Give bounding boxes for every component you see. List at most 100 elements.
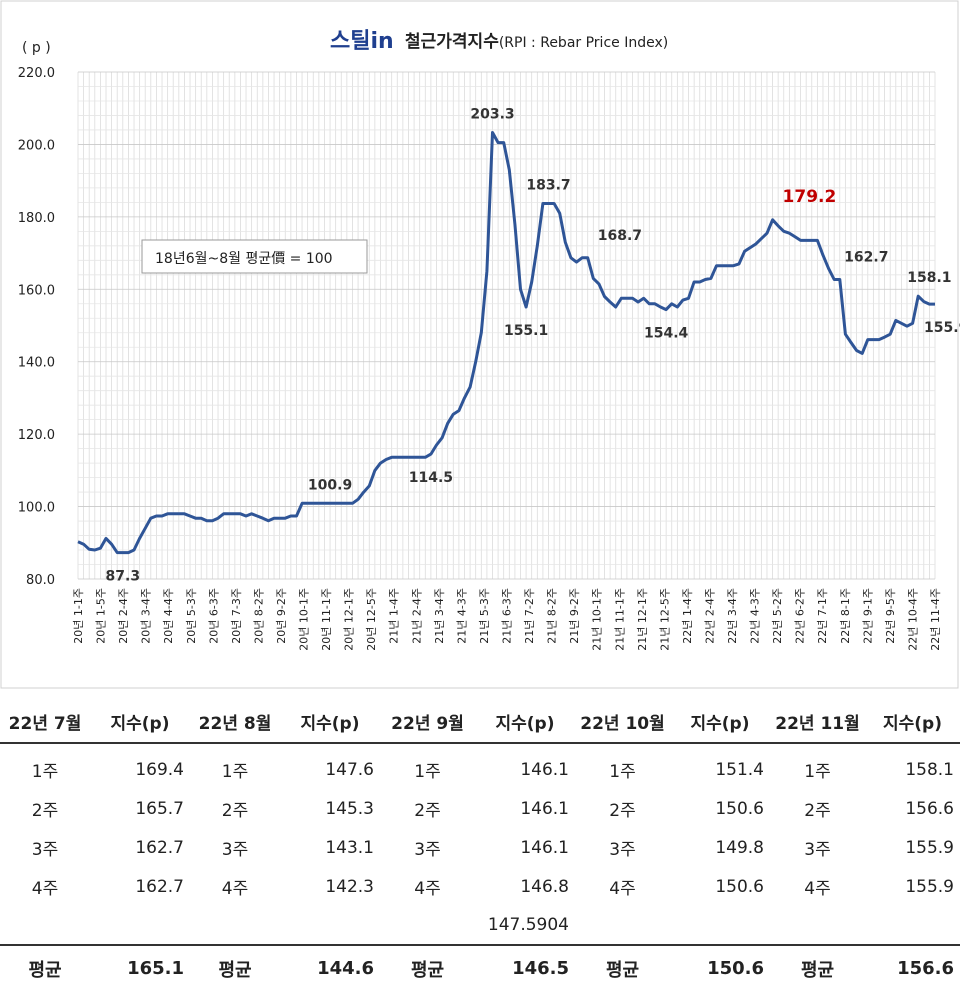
week-cell: 3주 — [31, 840, 59, 860]
month-header: 22년 11월 — [770, 700, 865, 744]
y-tick-label: 220.0 — [18, 66, 55, 81]
value-cell: 165.7 — [135, 798, 184, 819]
average-value: 150.6 — [670, 944, 770, 991]
value-cell: 146.8 — [520, 876, 569, 897]
average-row: 평균 165.1 평균 144.6 평균 146.5 평균 150.6 평균 1… — [0, 944, 960, 991]
empty-cell — [280, 906, 380, 945]
month-header: 22년 7월 — [0, 700, 90, 744]
chart-border — [0, 0, 959, 689]
x-tick-label: 20년 1-1주 — [72, 588, 85, 644]
x-tick-label: 22년 9-1주 — [861, 588, 874, 644]
average-value: 156.6 — [865, 944, 960, 991]
x-tick-label: 22년 7-1주 — [816, 588, 829, 644]
month-header: 22년 9월 — [380, 700, 475, 744]
x-axis-ticks: 20년 1-1주 20년 1-5주 20년 2-4주 20년 3-4주 20년 4-4주… — [72, 588, 942, 651]
month-header: 22년 8월 — [190, 700, 280, 744]
x-tick-label: 22년 5-2주 — [771, 588, 784, 644]
x-tick-label: 20년 8-2주 — [252, 588, 265, 644]
value-cell: 150.6 — [715, 876, 764, 897]
data-label: 155.1 — [504, 323, 548, 339]
x-tick-label: 20년 1-5주 — [95, 588, 108, 644]
x-tick-label: 21년 12-1주 — [636, 588, 649, 651]
value-cell: 150.6 — [715, 798, 764, 819]
y-axis-ticks: 80.0 100.0 120.0 140.0 160.0 180.0 200.0 220.0 — [18, 66, 55, 588]
y-tick-label: 80.0 — [26, 573, 55, 588]
week-cell: 4주 — [31, 879, 59, 899]
chart-canvas: 스틸in 철근가격지수(RPI : Rebar Price Index) ( p… — [0, 0, 960, 689]
week-cell: 2주 — [31, 801, 59, 821]
y-tick-label: 140.0 — [18, 356, 55, 371]
rebar-price-chart: 스틸in 철근가격지수(RPI : Rebar Price Index) ( p… — [0, 0, 960, 689]
x-tick-label: 21년 2-4주 — [410, 588, 423, 644]
data-label: 87.3 — [106, 569, 141, 585]
x-tick-label: 21년 7-2주 — [523, 588, 536, 644]
x-tick-label: 22년 4-3주 — [749, 588, 762, 644]
data-label: 100.9 — [308, 477, 352, 493]
average-label: 평균 — [0, 944, 90, 991]
week-cell: 3주 — [804, 840, 831, 860]
week-cell: 3주 — [221, 840, 249, 860]
y-tick-label: 120.0 — [18, 428, 55, 443]
index-table: 22년 7월 지수(p) 22년 8월 지수(p) 22년 9월 지수(p) 2… — [0, 700, 960, 991]
data-label: 179.2 — [783, 187, 837, 207]
week-cell: 4주 — [609, 879, 636, 899]
data-label: 183.7 — [526, 177, 570, 193]
data-label: 114.5 — [409, 470, 453, 486]
average-value: 144.6 — [280, 944, 380, 991]
data-label: 154.4 — [644, 326, 689, 342]
x-tick-label: 20년 6-3주 — [207, 588, 220, 644]
series-line — [77, 131, 935, 555]
value-cell: 146.1 — [520, 837, 569, 858]
data-label: 162.7 — [844, 250, 888, 266]
x-tick-label: 22년 11-4주 — [929, 588, 942, 651]
value-cell: 156.6 — [905, 798, 954, 819]
month-header: 22년 10월 — [575, 700, 670, 744]
x-tick-label: 21년 3-4주 — [433, 588, 446, 644]
table-row: 1주 169.4 1주 147.6 1주 146.1 1주 151.4 1주 1… — [0, 743, 960, 789]
week-cell: 2주 — [609, 801, 636, 821]
y-tick-label: 100.0 — [18, 501, 55, 516]
average-label: 평균 — [575, 944, 670, 991]
week-cell: 4주 — [221, 879, 249, 899]
note-text: 18년6월~8월 평균價 = 100 — [155, 250, 333, 267]
week-cell: 3주 — [414, 840, 441, 860]
value-cell: 143.1 — [325, 837, 374, 858]
week-cell: 3주 — [609, 840, 636, 860]
value-cell: 146.1 — [520, 798, 569, 819]
table-row-extra: 147.5904 — [0, 906, 960, 945]
average-label: 평균 — [770, 944, 865, 991]
brand-logo: 스틸in — [330, 29, 394, 54]
average-value: 165.1 — [90, 944, 190, 991]
empty-cell — [575, 906, 670, 945]
value-cell: 151.4 — [715, 759, 764, 780]
weekly-index-table: 22년 7월 지수(p) 22년 8월 지수(p) 22년 9월 지수(p) 2… — [0, 700, 960, 991]
x-tick-label: 20년 12-5주 — [365, 588, 378, 651]
data-label: 203.3 — [470, 106, 514, 122]
chart-title: 철근가격지수(RPI : Rebar Price Index) — [405, 32, 668, 52]
x-tick-label: 20년 12-1주 — [343, 588, 356, 651]
empty-cell — [380, 906, 475, 945]
x-tick-label: 22년 2-4주 — [703, 588, 716, 644]
data-labels: 87.3 100.9 114.5 203.3 155.1 183.7 168.7 154.4 1… — [106, 106, 960, 584]
data-label: 158.1 — [907, 270, 951, 286]
x-tick-label: 21년 12-5주 — [658, 588, 671, 651]
x-tick-label: 22년 6-2주 — [794, 588, 807, 644]
week-cell: 1주 — [221, 762, 249, 782]
empty-cell — [190, 906, 280, 945]
value-cell: 162.7 — [135, 876, 184, 897]
week-cell: 1주 — [31, 762, 59, 782]
table-row: 3주 162.7 3주 143.1 3주 146.1 3주 149.8 3주 1… — [0, 828, 960, 867]
y-tick-label: 180.0 — [18, 211, 55, 226]
week-cell: 4주 — [414, 879, 441, 899]
value-cell: 146.1 — [520, 759, 569, 780]
week-cell: 1주 — [804, 762, 831, 782]
value-header: 지수(p) — [475, 700, 575, 744]
x-tick-label: 22년 10-4주 — [906, 588, 919, 651]
x-tick-label: 22년 1-4주 — [681, 588, 694, 644]
x-tick-label: 20년 5-3주 — [185, 588, 198, 644]
y-axis-label: ( p ) — [22, 40, 51, 56]
x-tick-label: 20년 3-4주 — [140, 588, 153, 644]
week-cell: 2주 — [804, 801, 831, 821]
x-tick-label: 21년 11-1주 — [613, 588, 626, 651]
x-tick-label: 22년 3-4주 — [726, 588, 739, 644]
